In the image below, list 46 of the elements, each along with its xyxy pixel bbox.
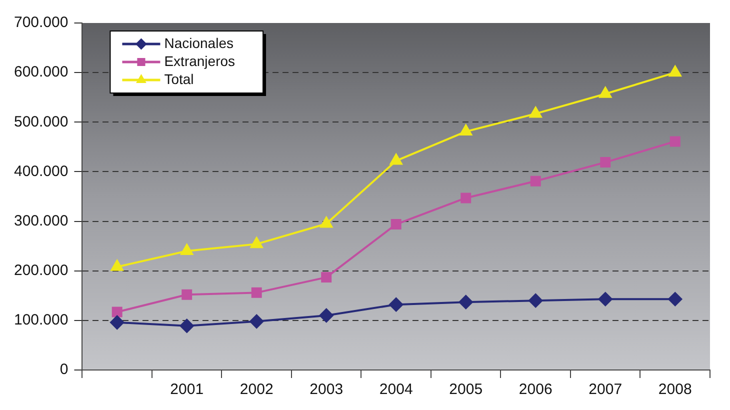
point (321, 272, 332, 283)
x-tick-label: 2004 (379, 381, 413, 398)
point (670, 136, 680, 147)
point (182, 289, 192, 300)
y-tick-label: 200.000 (14, 262, 68, 279)
y-tick-label: 100.000 (14, 312, 68, 329)
point (180, 244, 194, 256)
point (319, 308, 334, 322)
x-tick-label: 2001 (170, 381, 204, 398)
x-tick-label: 2003 (310, 381, 344, 398)
point (110, 315, 124, 330)
y-tick-label: 600.000 (14, 64, 68, 81)
point (180, 318, 194, 333)
y-tick-label: 400.000 (14, 162, 68, 180)
point (320, 216, 333, 228)
point (668, 66, 682, 77)
point (460, 192, 472, 204)
point (112, 306, 122, 318)
x-tick-label: 2008 (658, 381, 692, 398)
legend-label: Nacionales (164, 34, 234, 51)
y-tick-label: 500.000 (14, 113, 68, 130)
point (668, 292, 682, 306)
y-tick-label: 700.000 (14, 14, 68, 32)
x-tick-label: 2005 (449, 381, 483, 398)
point (110, 260, 124, 271)
point (250, 314, 264, 328)
point (389, 298, 404, 312)
point (251, 287, 262, 298)
x-tick-label: 2007 (588, 381, 622, 398)
point (390, 219, 402, 230)
y-tick-label: 300.000 (14, 212, 68, 230)
point (460, 124, 472, 136)
legend-label: Total (164, 70, 194, 87)
point (250, 237, 263, 248)
point (458, 295, 473, 310)
x-tick-label: 2006 (518, 381, 552, 398)
point (529, 106, 542, 118)
x-tick-label: 2002 (240, 381, 274, 398)
point (599, 86, 612, 98)
point (598, 292, 612, 306)
legend-label: Extranjeros (164, 52, 236, 69)
point (390, 154, 402, 165)
point (600, 157, 611, 168)
point (528, 294, 543, 308)
point (530, 176, 541, 186)
y-tick-label: 0 (60, 361, 68, 378)
